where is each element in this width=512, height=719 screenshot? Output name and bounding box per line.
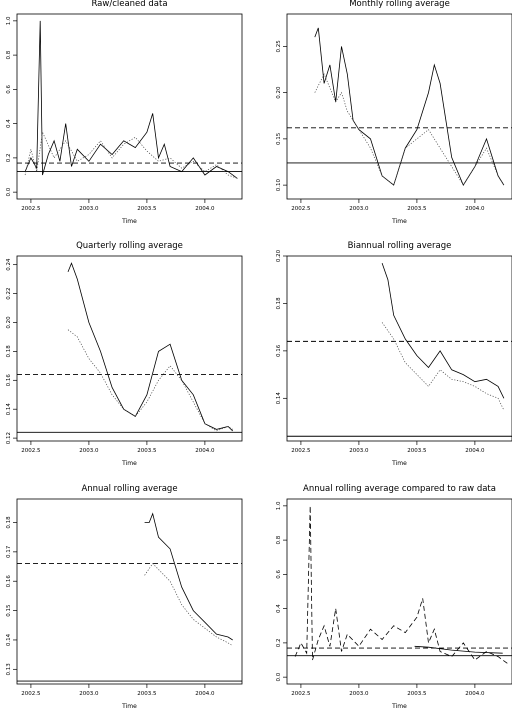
series-line-solid: [24, 20, 238, 179]
x-tick-label: 2002.5: [21, 448, 41, 454]
y-tick-label: 0.14: [276, 392, 282, 405]
x-tick-label: 2002.5: [21, 691, 41, 697]
panel-title: Biannual rolling average: [348, 241, 452, 251]
y-tick-label: 0.10: [276, 179, 282, 192]
y-tick-label: 0.4: [276, 604, 282, 613]
chart-panel: Biannual rolling average 2002.5 2003.0 2003…: [276, 241, 512, 467]
y-tick-label: 0.16: [6, 575, 12, 588]
panel-title: Quarterly rolling average: [76, 241, 183, 251]
y-tick-label: 0.16: [6, 374, 12, 387]
x-tick-label: 2003.0: [79, 691, 99, 697]
y-tick-label: 0.20: [276, 249, 282, 262]
y-tick-label: 0.14: [6, 403, 12, 416]
x-axis-label: Time: [391, 460, 407, 467]
series-line-dotted: [381, 322, 505, 411]
y-tick-label: 0.18: [276, 297, 282, 310]
chart-panel: Monthly rolling average 2002.5 2003.0 2003.…: [276, 0, 512, 225]
plot-frame: [16, 13, 243, 200]
x-tick-label: 2003.0: [79, 448, 99, 454]
series-line-solid: [381, 262, 505, 399]
y-tick-label: 0.0: [276, 672, 282, 681]
x-tick-label: 2004.0: [195, 206, 215, 212]
y-tick-label: 0.18: [6, 345, 12, 358]
panel-title: Annual rolling average compared to raw d…: [303, 484, 496, 494]
series-line-dotted: [314, 73, 505, 186]
y-tick-label: 0.13: [6, 663, 12, 676]
y-tick-label: 0.15: [6, 604, 12, 617]
x-tick-label: 2003.0: [349, 206, 369, 212]
plot-frame: [16, 498, 243, 685]
x-axis-label: Time: [121, 460, 137, 467]
series-line-dotted: [24, 130, 238, 179]
panel-title: Monthly rolling average: [349, 0, 450, 9]
chart-panel: Annual rolling average compared to raw d…: [276, 484, 512, 710]
series-line-solid: [314, 27, 505, 186]
y-tick-label: 0.0: [6, 187, 12, 196]
series-line-dotted: [144, 563, 233, 647]
plot-frame: [16, 255, 243, 442]
y-tick-label: 0.16: [276, 344, 282, 357]
x-tick-label: 2003.5: [137, 691, 157, 697]
panel-title: Raw/cleaned data: [91, 0, 167, 9]
x-axis-label: Time: [391, 703, 407, 710]
y-tick-label: 0.24: [6, 258, 12, 271]
x-tick-label: 2003.0: [79, 206, 99, 212]
y-tick-label: 0.25: [276, 40, 282, 53]
y-tick-label: 0.20: [276, 86, 282, 99]
y-tick-label: 0.6: [276, 569, 282, 578]
y-tick-label: 1.0: [6, 16, 12, 25]
y-tick-label: 1.0: [276, 501, 282, 510]
y-tick-label: 0.17: [6, 545, 12, 558]
series-line-dashed: [294, 505, 508, 664]
x-tick-label: 2003.5: [137, 448, 157, 454]
y-tick-label: 0.15: [276, 132, 282, 145]
y-tick-label: 0.14: [6, 633, 12, 646]
x-axis-label: Time: [121, 218, 137, 225]
x-tick-label: 2004.0: [465, 206, 485, 212]
x-tick-label: 2002.5: [21, 206, 41, 212]
y-tick-label: 0.18: [6, 516, 12, 529]
y-tick-label: 0.2: [276, 639, 282, 648]
y-tick-label: 0.8: [276, 535, 282, 544]
x-tick-label: 2003.5: [137, 206, 157, 212]
x-tick-label: 2003.0: [349, 448, 369, 454]
x-tick-label: 2004.0: [465, 448, 485, 454]
chart-panel: Raw/cleaned data 2002.5 2003.0 2003.5 2004.0…: [6, 0, 243, 225]
y-tick-label: 0.4: [6, 119, 12, 128]
y-tick-label: 0.6: [6, 84, 12, 93]
series-line-dotted: [67, 329, 233, 432]
x-tick-label: 2002.5: [291, 691, 311, 697]
y-tick-label: 0.2: [6, 154, 12, 163]
x-tick-label: 2003.5: [407, 206, 427, 212]
y-tick-label: 0.22: [6, 287, 12, 299]
x-axis-label: Time: [391, 218, 407, 225]
series-line-solid: [67, 262, 233, 432]
x-tick-label: 2003.0: [349, 691, 369, 697]
x-tick-label: 2004.0: [465, 691, 485, 697]
chart-panel: Annual rolling average 2002.5 2003.0 2003.5…: [6, 484, 243, 710]
series-line-solid: [144, 512, 233, 641]
x-axis-label: Time: [121, 703, 137, 710]
y-tick-label: 0.12: [6, 432, 12, 444]
chart-panel: Quarterly rolling average 2002.5 2003.0 200…: [6, 241, 243, 467]
x-tick-label: 2004.0: [195, 448, 215, 454]
y-tick-label: 0.20: [6, 316, 12, 329]
plot-frame: [286, 498, 512, 685]
x-tick-label: 2002.5: [291, 206, 311, 212]
x-tick-label: 2002.5: [291, 448, 311, 454]
x-tick-label: 2003.5: [407, 691, 427, 697]
x-tick-label: 2003.5: [407, 448, 427, 454]
y-tick-label: 0.8: [6, 50, 12, 59]
panel-title: Annual rolling average: [81, 484, 177, 494]
x-tick-label: 2004.0: [195, 691, 215, 697]
plot-frame: [286, 255, 512, 442]
plot-frame: [286, 13, 512, 200]
series-line-solid: [414, 645, 503, 654]
